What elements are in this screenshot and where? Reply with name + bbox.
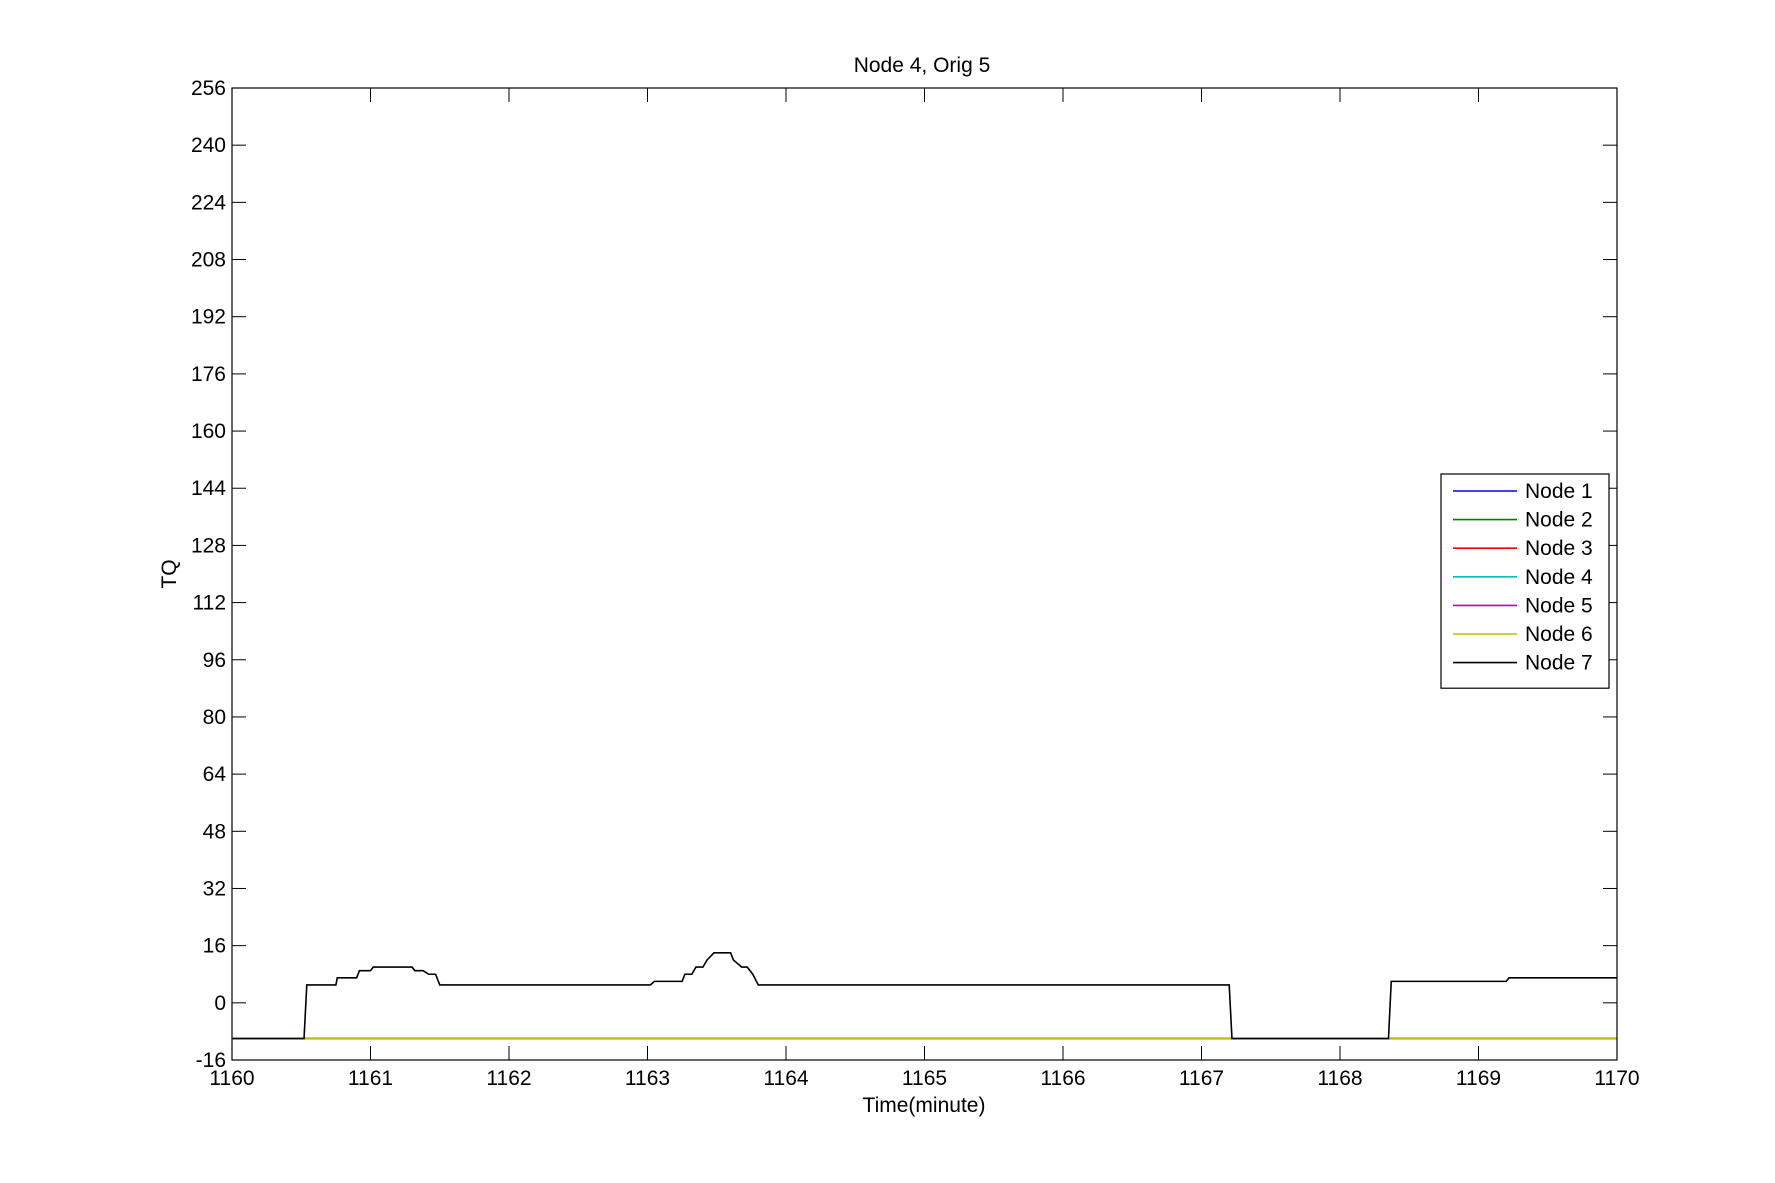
x-tick-label: 1162 (486, 1067, 531, 1090)
plot-frame (231, 87, 1618, 1061)
y-tick-labels: -16 0 16 32 48 64 80 96 112 128 144 160 176 192 208 224… (191, 77, 226, 1072)
x-tick-label: 1169 (1456, 1067, 1501, 1090)
legend-label: Node 1 (1525, 480, 1593, 503)
y-tick-label: 192 (191, 306, 226, 329)
legend-label: Node 6 (1525, 623, 1593, 646)
y-tick-label: 160 (191, 420, 226, 443)
x-tick-labels: 1160 1161 1162 1163 1164 1165 1166 1167 1168 1169… (209, 1067, 1639, 1090)
y-tick-label: 256 (191, 77, 226, 100)
x-tick-label: 1163 (625, 1067, 670, 1090)
x-tick-label: 1167 (1179, 1067, 1224, 1090)
y-tick-label: 208 (191, 249, 226, 272)
legend-label: Node 7 (1525, 652, 1593, 675)
y-tick-label: 128 (191, 534, 226, 557)
y-tick-label: 64 (203, 763, 227, 786)
legend-label: Node 2 (1525, 509, 1593, 532)
x-tick-label: 1170 (1594, 1067, 1639, 1090)
x-tick-label: 1164 (763, 1067, 808, 1090)
y-tick-label: 32 (203, 877, 226, 900)
y-tick-label: 16 (203, 935, 226, 958)
y-tick-label: 80 (203, 706, 226, 729)
legend-label: Node 5 (1525, 594, 1593, 617)
y-tick-label: 112 (193, 592, 226, 615)
x-tick-label: 1161 (348, 1067, 393, 1090)
x-tick-label: 1166 (1040, 1067, 1085, 1090)
y-tick-label: 96 (203, 649, 226, 672)
legend-label: Node 4 (1525, 566, 1593, 589)
y-tick-label: 48 (203, 820, 226, 843)
legend-box (1440, 473, 1610, 689)
x-axis-label: Time(minute) (863, 1094, 986, 1117)
x-tick-label: 1168 (1317, 1067, 1362, 1090)
legend-label: Node 3 (1525, 537, 1593, 560)
series-line-node-7 (232, 951, 1617, 1040)
y-tick-label: -16 (196, 1049, 226, 1072)
x-tick-label: 1160 (209, 1067, 254, 1090)
chart-title: Node 4, Orig 5 (854, 54, 991, 77)
y-tick-label: 144 (191, 477, 226, 500)
series-layer (232, 951, 1617, 1040)
x-tick-label: 1165 (902, 1067, 947, 1090)
plot-area (232, 88, 1617, 1060)
y-tick-label: 240 (191, 134, 226, 157)
y-tick-label: 0 (214, 992, 226, 1015)
legend: Node 1 Node 2 Node 3 Node 4 Node 5 Node 6 Node… (1440, 473, 1610, 689)
y-tick-label: 176 (191, 363, 226, 386)
y-axis-label: TQ (158, 559, 181, 588)
y-tick-label: 224 (191, 191, 226, 214)
